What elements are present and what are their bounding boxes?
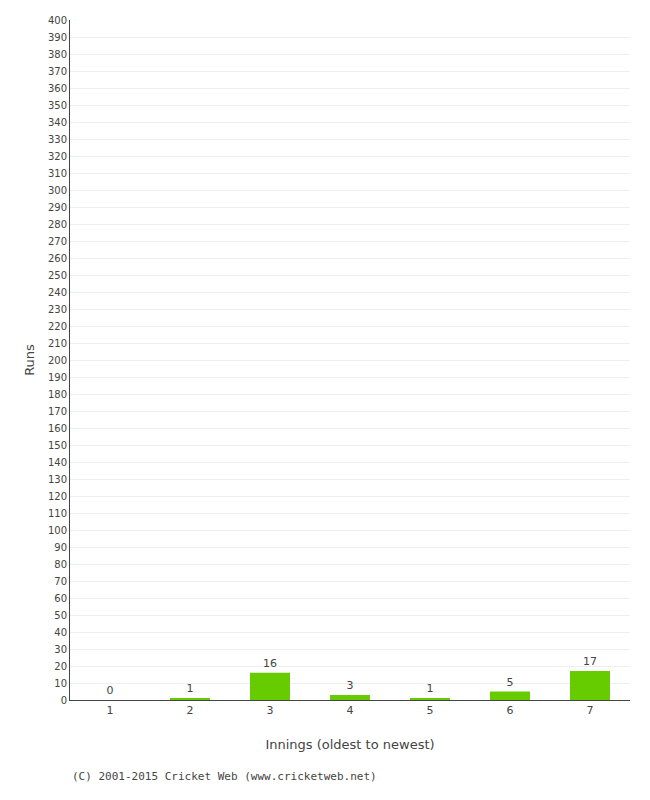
svg-text:20: 20 <box>54 661 67 672</box>
svg-text:320: 320 <box>48 151 67 162</box>
svg-text:240: 240 <box>48 287 67 298</box>
svg-text:350: 350 <box>48 100 67 111</box>
svg-text:400: 400 <box>48 15 67 26</box>
svg-text:360: 360 <box>48 83 67 94</box>
svg-text:40: 40 <box>54 627 67 638</box>
svg-text:280: 280 <box>48 219 67 230</box>
svg-text:150: 150 <box>48 440 67 451</box>
svg-text:260: 260 <box>48 253 67 264</box>
svg-text:5: 5 <box>507 676 514 689</box>
svg-text:0: 0 <box>61 695 67 706</box>
svg-text:230: 230 <box>48 304 67 315</box>
svg-text:1: 1 <box>187 682 194 695</box>
svg-text:17: 17 <box>583 655 597 668</box>
svg-text:70: 70 <box>54 576 67 587</box>
svg-text:300: 300 <box>48 185 67 196</box>
svg-text:190: 190 <box>48 372 67 383</box>
svg-text:Innings (oldest to newest): Innings (oldest to newest) <box>265 737 434 752</box>
svg-text:200: 200 <box>48 355 67 366</box>
svg-text:290: 290 <box>48 202 67 213</box>
svg-text:60: 60 <box>54 593 67 604</box>
svg-text:3: 3 <box>347 679 354 692</box>
svg-text:3: 3 <box>267 704 274 717</box>
svg-text:7: 7 <box>587 704 594 717</box>
svg-text:100: 100 <box>48 525 67 536</box>
svg-text:80: 80 <box>54 559 67 570</box>
svg-text:140: 140 <box>48 457 67 468</box>
svg-text:5: 5 <box>427 704 434 717</box>
svg-text:6: 6 <box>507 704 514 717</box>
svg-text:310: 310 <box>48 168 67 179</box>
svg-text:390: 390 <box>48 32 67 43</box>
svg-text:250: 250 <box>48 270 67 281</box>
svg-text:270: 270 <box>48 236 67 247</box>
svg-text:370: 370 <box>48 66 67 77</box>
svg-text:160: 160 <box>48 423 67 434</box>
svg-text:10: 10 <box>54 678 67 689</box>
svg-text:220: 220 <box>48 321 67 332</box>
svg-text:170: 170 <box>48 406 67 417</box>
svg-text:130: 130 <box>48 474 67 485</box>
svg-text:30: 30 <box>54 644 67 655</box>
svg-text:50: 50 <box>54 610 67 621</box>
svg-text:340: 340 <box>48 117 67 128</box>
svg-text:210: 210 <box>48 338 67 349</box>
svg-text:180: 180 <box>48 389 67 400</box>
svg-text:120: 120 <box>48 491 67 502</box>
svg-text:110: 110 <box>48 508 67 519</box>
svg-text:90: 90 <box>54 542 67 553</box>
svg-text:380: 380 <box>48 49 67 60</box>
svg-text:330: 330 <box>48 134 67 145</box>
svg-text:2: 2 <box>187 704 194 717</box>
svg-text:1: 1 <box>107 704 114 717</box>
svg-text:0: 0 <box>107 684 114 697</box>
svg-text:Runs: Runs <box>22 344 37 376</box>
svg-text:(C) 2001-2015 Cricket Web (www: (C) 2001-2015 Cricket Web (www.cricketwe… <box>72 770 377 783</box>
svg-text:1: 1 <box>427 682 434 695</box>
svg-text:4: 4 <box>347 704 354 717</box>
svg-text:16: 16 <box>263 657 277 670</box>
